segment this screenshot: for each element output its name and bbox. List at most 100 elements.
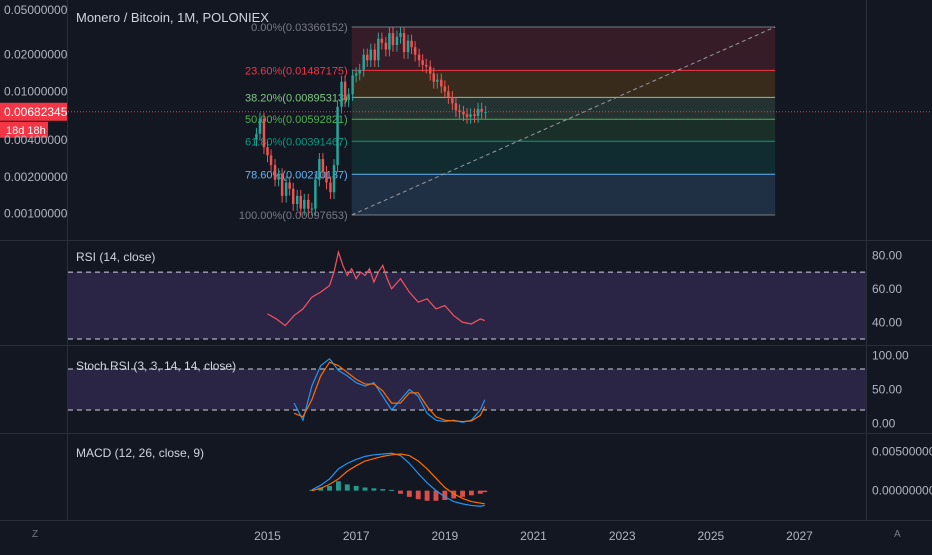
rsi-axis-tick: 60.00 <box>872 282 902 296</box>
candle-body <box>291 188 295 205</box>
price-axis-tick: 0.05000000 <box>4 3 68 17</box>
candle-body <box>354 73 358 76</box>
macd-histogram-bar <box>433 490 439 501</box>
candle-body <box>454 103 458 111</box>
candle-body <box>432 73 435 82</box>
candle-body <box>399 33 402 37</box>
macd-histogram-bar <box>468 490 474 496</box>
candle-body <box>269 155 273 166</box>
candle-body <box>462 111 465 115</box>
fib-zone <box>351 174 776 215</box>
fib-zone <box>351 141 776 175</box>
candle-body <box>325 171 328 183</box>
macd-histogram-bar <box>424 490 430 501</box>
candle-body <box>395 36 399 45</box>
candle-body <box>413 47 417 55</box>
candle-body <box>318 159 321 180</box>
time-axis-label: 2017 <box>343 529 370 543</box>
candle-body <box>458 110 461 112</box>
macd-histogram-bar <box>482 490 488 493</box>
candle-body <box>351 75 354 95</box>
candle-body <box>307 199 310 209</box>
candle-body <box>406 40 410 53</box>
macd-title: MACD (12, 26, close, 9) <box>76 446 205 460</box>
candle-body <box>421 60 424 65</box>
last-price-tag <box>0 102 67 121</box>
candle-body <box>299 195 302 209</box>
candle-body <box>402 33 406 53</box>
macd-histogram-bar <box>398 490 403 494</box>
rsi-axis-tick: 80.00 <box>872 248 902 262</box>
rsi-line <box>267 249 485 327</box>
macd-signal-line <box>311 453 485 505</box>
fib-zone <box>351 70 776 98</box>
macd-histogram-bar <box>335 481 341 491</box>
candle-body <box>340 81 343 107</box>
candle-body <box>480 108 483 112</box>
candle-body <box>273 165 277 180</box>
last-price-label: 0.00682345 <box>4 105 68 119</box>
candle-body <box>329 182 332 193</box>
macd-histogram-bar <box>451 490 457 499</box>
time-axis-label: 2025 <box>697 529 724 543</box>
symbol-title: Monero / Bitcoin, 1M, POLONIEX <box>76 10 269 25</box>
time-axis-label: 2015 <box>254 529 281 543</box>
candle-body <box>465 114 469 117</box>
candle-body <box>284 182 288 196</box>
candle-body <box>424 64 428 67</box>
candle-body <box>255 133 258 140</box>
candle-body <box>391 33 395 45</box>
price-axis-tick: 0.00100000 <box>4 207 68 221</box>
macd-histogram-bar <box>389 489 395 491</box>
candle-body <box>410 40 413 48</box>
candle-body <box>314 179 317 209</box>
fib-level-label: 0.00%(0.03366152) <box>251 22 348 34</box>
candle-body <box>280 174 284 196</box>
candle-body <box>443 86 447 92</box>
macd-histogram-bar <box>344 484 350 491</box>
stoch-rsi-title: Stoch RSI (3, 3, 14, 14, close) <box>76 359 237 373</box>
macd-axis-tick: 0.00500000 <box>872 445 932 459</box>
macd-axis-tick: 0.00000000 <box>872 484 932 498</box>
candle-body <box>362 54 365 70</box>
time-axis-label: 2019 <box>431 529 458 543</box>
price-axis-tick: 0.02000000 <box>4 48 68 62</box>
log-scale-button[interactable]: Z <box>32 529 39 540</box>
candle-body <box>476 108 480 116</box>
candle-body <box>380 38 384 43</box>
candle-body <box>258 118 262 134</box>
macd-histogram-bar <box>406 490 412 497</box>
candle-body <box>343 81 347 101</box>
time-axis-label: 2021 <box>520 529 547 543</box>
fib-level-label: 38.20%(0.00895313) <box>245 92 348 104</box>
candle-body <box>310 208 314 210</box>
candle-body <box>469 114 472 117</box>
stoch-axis-tick: 0.00 <box>872 417 896 431</box>
candle-body <box>484 111 487 113</box>
candle-body <box>336 106 339 166</box>
countdown-label: 18d 18h <box>6 125 46 137</box>
price-axis-tick: 0.00400000 <box>4 133 68 147</box>
candle-body <box>428 66 432 74</box>
macd-histogram-bar <box>318 487 324 491</box>
macd-histogram-bar <box>371 488 377 491</box>
fib-level-label: 50.00%(0.00592821) <box>245 114 348 126</box>
stoch-axis-tick: 100.00 <box>872 348 909 362</box>
candle-body <box>451 97 454 104</box>
candle-body <box>377 38 380 61</box>
candle-body <box>436 79 439 82</box>
time-axis-label: 2027 <box>786 529 813 543</box>
fib-level-label: 61.80%(0.00391467) <box>245 136 348 148</box>
macd-histogram-bar <box>477 490 483 494</box>
candle-body <box>347 94 350 101</box>
candle-body <box>447 91 450 98</box>
macd-histogram-bar <box>415 490 421 500</box>
stoch-d-line <box>293 361 486 423</box>
macd-histogram-bar <box>442 490 448 500</box>
auto-scale-button[interactable]: A <box>894 529 901 540</box>
rsi-title: RSI (14, close) <box>76 250 156 264</box>
candle-body <box>417 54 421 61</box>
